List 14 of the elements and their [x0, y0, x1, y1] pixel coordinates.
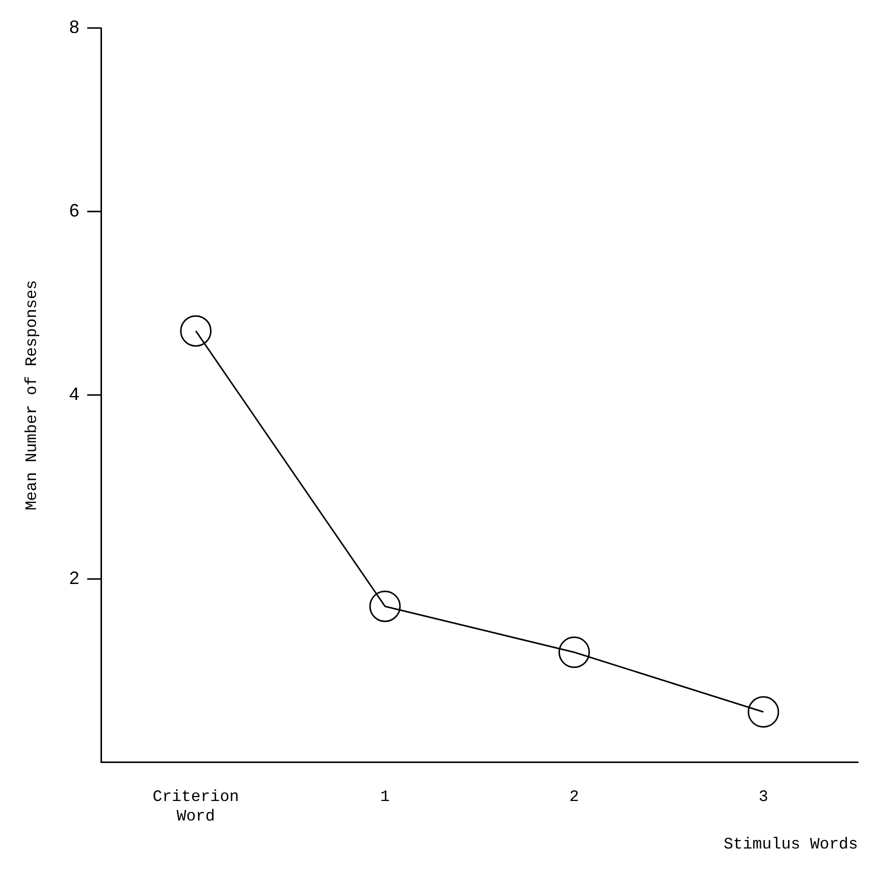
x-axis-title: Stimulus Words [724, 836, 858, 854]
point [180, 315, 212, 347]
point [558, 636, 590, 668]
y-tick-label: 6 [69, 200, 80, 221]
x-tick-label: 3 [758, 788, 768, 806]
point [748, 696, 780, 728]
x-tick-label: Criterion Word [152, 788, 240, 826]
y-axis-title: Mean Number of Responses [22, 280, 41, 510]
y-tick-label: 2 [69, 568, 80, 588]
x-tick-label: 2 [569, 788, 580, 806]
y-tick-label: 4 [69, 384, 80, 404]
x-tick-label: 1 [380, 788, 390, 806]
y-tick-label: 8 [69, 16, 80, 37]
point [369, 590, 401, 622]
